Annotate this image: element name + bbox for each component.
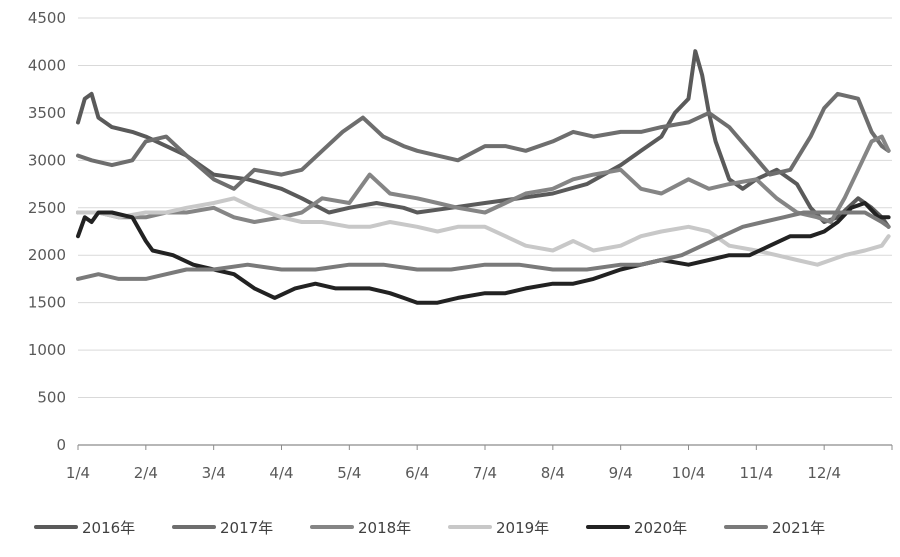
x-axis [77,444,893,450]
x-tick-label: 2/4 [134,464,158,482]
series-line-6 [76,210,891,281]
legend-label: 2016年 [82,519,135,537]
y-tick-label: 3000 [28,151,66,169]
legend-label: 2018年 [358,519,411,537]
x-tick-label: 6/4 [405,464,429,482]
gridlines [78,17,892,399]
series-lines [76,49,891,305]
y-tick-label: 1500 [28,294,66,312]
x-tick-label: 11/4 [739,464,773,482]
series-line-1 [76,49,891,229]
series-line-5 [76,201,891,305]
series-line-3 [76,134,891,224]
x-tick-label: 3/4 [202,464,226,482]
y-tick-label: 4000 [28,56,66,74]
x-tick-label: 8/4 [541,464,565,482]
x-tick-label: 7/4 [473,464,497,482]
x-axis-tick-labels: 1/4 2/4 3/4 4/4 5/4 6/4 7/4 8/4 9/4 10/4 11/4 12/4 [66,464,841,482]
y-tick-label: 2500 [28,199,66,217]
y-tick-label: 0 [56,436,66,454]
legend-label: 2020年 [634,519,687,537]
y-tick-label: 1000 [28,341,66,359]
y-tick-label: 4500 [28,9,66,27]
y-tick-label: 500 [37,389,66,407]
x-tick-label: 5/4 [337,464,361,482]
x-tick-label: 4/4 [269,464,293,482]
legend-label: 2017年 [220,519,273,537]
x-tick-label: 9/4 [609,464,633,482]
y-tick-label: 2000 [28,246,66,264]
legend-label: 2019年 [496,519,549,537]
series-line-4 [76,196,891,267]
x-tick-label: 10/4 [672,464,706,482]
x-tick-label: 12/4 [807,464,841,482]
series-line-2 [76,91,891,191]
y-tick-label: 3500 [28,104,66,122]
legend: 2016年 2017年 2018年 2019年 2020年 2021年 [34,519,825,537]
legend-label: 2021年 [772,519,825,537]
x-tick-label: 1/4 [66,464,90,482]
y-axis-tick-labels: 0 500 1000 1500 2000 2500 3000 3500 4000 4500 [28,9,66,454]
